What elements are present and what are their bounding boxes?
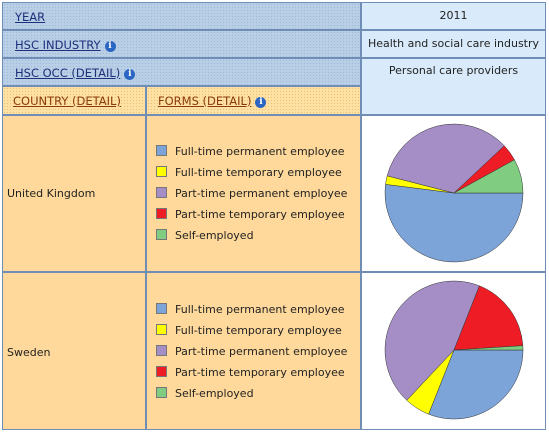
pie-slice-full-time-permanent-employee[interactable] (384, 184, 524, 263)
legend-swatch (156, 166, 167, 177)
year-value: 2011 (439, 9, 468, 22)
pie-slice-part-time-permanent-employee[interactable] (386, 123, 505, 194)
legend-swatch (156, 324, 167, 335)
legend-label: Full-time permanent employee (175, 145, 345, 158)
pie-slice-part-time-permanent-employee[interactable] (384, 280, 480, 401)
pie-slice-full-time-permanent-employee[interactable] (428, 349, 524, 420)
legend-item: Self-employed (156, 229, 254, 243)
legend-label: Full-time permanent employee (175, 303, 345, 316)
year-filter-header: YEAR (2, 2, 361, 30)
country-cell: United Kingdom (2, 115, 146, 272)
legend-swatch (156, 208, 167, 219)
hsc-industry-value: Health and social care industry (367, 37, 540, 50)
hsc-industry-value-cell: Health and social care industry (361, 30, 546, 58)
pie-slice-self-employed[interactable] (453, 345, 524, 351)
country-name: United Kingdom (7, 187, 96, 200)
legend-label: Self-employed (175, 387, 254, 400)
hsc-occ-label-wrap: HSC OCC (DETAIL) i (15, 66, 136, 80)
country-column-header: COUNTRY (DETAIL) (2, 86, 146, 115)
legend-cell: Full-time permanent employee Full-time t… (146, 272, 361, 430)
legend-item: Part-time permanent employee (156, 187, 347, 201)
legend-cell: Full-time permanent employee Full-time t… (146, 115, 361, 272)
pie-cell (361, 115, 546, 272)
hsc-occ-filter-header: HSC OCC (DETAIL) i (2, 58, 361, 86)
legend-swatch (156, 387, 167, 398)
legend-label: Part-time permanent employee (175, 345, 348, 358)
legend-label: Self-employed (175, 229, 254, 242)
legend-swatch (156, 366, 167, 377)
legend-item: Part-time temporary employee (156, 366, 345, 380)
country-column-link[interactable]: COUNTRY (DETAIL) (13, 94, 121, 108)
legend-item: Part-time temporary employee (156, 208, 345, 222)
forms-column-header: FORMS (DETAIL) i (146, 86, 361, 115)
legend-swatch (156, 187, 167, 198)
legend-label: Full-time temporary employee (175, 324, 342, 337)
pie-slice-self-employed[interactable] (453, 159, 524, 194)
hsc-industry-filter-link[interactable]: HSC INDUSTRY (15, 38, 101, 52)
hsc-industry-label-wrap: HSC INDUSTRY i (15, 38, 116, 52)
legend-item: Full-time temporary employee (156, 324, 342, 338)
legend-label: Full-time temporary employee (175, 166, 342, 179)
legend-item: Self-employed (156, 387, 254, 401)
pie-cell (361, 272, 546, 430)
legend-swatch (156, 303, 167, 314)
hsc-occ-value-cell: Personal care providers (361, 58, 546, 115)
forms-label-wrap: FORMS (DETAIL) i (158, 94, 267, 108)
legend-item: Full-time temporary employee (156, 166, 342, 180)
info-icon[interactable]: i (104, 41, 116, 52)
pie-chart-uk (384, 123, 524, 263)
year-filter-link[interactable]: YEAR (15, 10, 46, 24)
hsc-occ-filter-link[interactable]: HSC OCC (DETAIL) (15, 66, 121, 80)
year-value-cell: 2011 (361, 2, 546, 30)
legend-swatch (156, 345, 167, 356)
pie-slice-part-time-temporary-employee[interactable] (453, 285, 524, 351)
legend-label: Part-time permanent employee (175, 187, 348, 200)
legend-item: Part-time permanent employee (156, 345, 347, 359)
pie-chart-sweden (384, 280, 524, 420)
legend-label: Part-time temporary employee (175, 208, 345, 221)
legend-label: Part-time temporary employee (175, 366, 345, 379)
hsc-occ-value: Personal care providers (388, 64, 519, 77)
info-icon[interactable]: i (124, 69, 136, 80)
forms-column-link[interactable]: FORMS (DETAIL) (158, 94, 252, 108)
legend-swatch (156, 229, 167, 240)
info-icon[interactable]: i (255, 97, 267, 108)
legend-swatch (156, 145, 167, 156)
hsc-industry-filter-header: HSC INDUSTRY i (2, 30, 361, 58)
legend-item: Full-time permanent employee (156, 145, 344, 159)
country-cell: Sweden (2, 272, 146, 430)
legend-item: Full-time permanent employee (156, 303, 344, 317)
country-name: Sweden (7, 346, 51, 359)
